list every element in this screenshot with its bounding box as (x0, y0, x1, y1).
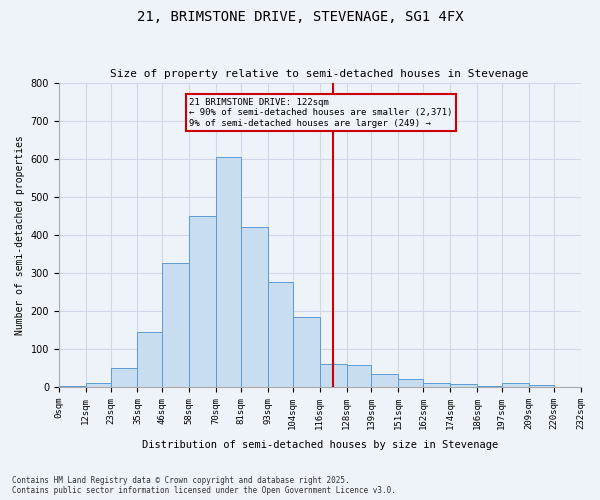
Bar (241, 227, 268, 387)
Bar (137, 332, 162, 387)
Bar (162, 264, 189, 387)
X-axis label: Distribution of semi-detached houses by size in Stevenage: Distribution of semi-detached houses by … (142, 440, 498, 450)
Bar (450, 384, 477, 387)
Bar (216, 156, 241, 387)
Bar (320, 364, 347, 387)
Bar (268, 282, 293, 387)
Y-axis label: Number of semi-detached properties: Number of semi-detached properties (15, 135, 25, 334)
Title: Size of property relative to semi-detached houses in Stevenage: Size of property relative to semi-detach… (110, 69, 529, 79)
Bar (110, 368, 137, 387)
Bar (347, 365, 371, 387)
Bar (371, 374, 398, 387)
Bar (529, 385, 554, 387)
Text: 21 BRIMSTONE DRIVE: 122sqm
← 90% of semi-detached houses are smaller (2,371)
9% : 21 BRIMSTONE DRIVE: 122sqm ← 90% of semi… (189, 98, 452, 128)
Bar (502, 383, 529, 387)
Bar (477, 386, 502, 387)
Text: 21, BRIMSTONE DRIVE, STEVENAGE, SG1 4FX: 21, BRIMSTONE DRIVE, STEVENAGE, SG1 4FX (137, 10, 463, 24)
Bar (86, 383, 110, 387)
Bar (293, 316, 320, 387)
Bar (398, 380, 423, 387)
Bar (59, 386, 86, 387)
Text: Contains HM Land Registry data © Crown copyright and database right 2025.
Contai: Contains HM Land Registry data © Crown c… (12, 476, 396, 495)
Bar (189, 216, 216, 387)
Bar (423, 383, 450, 387)
